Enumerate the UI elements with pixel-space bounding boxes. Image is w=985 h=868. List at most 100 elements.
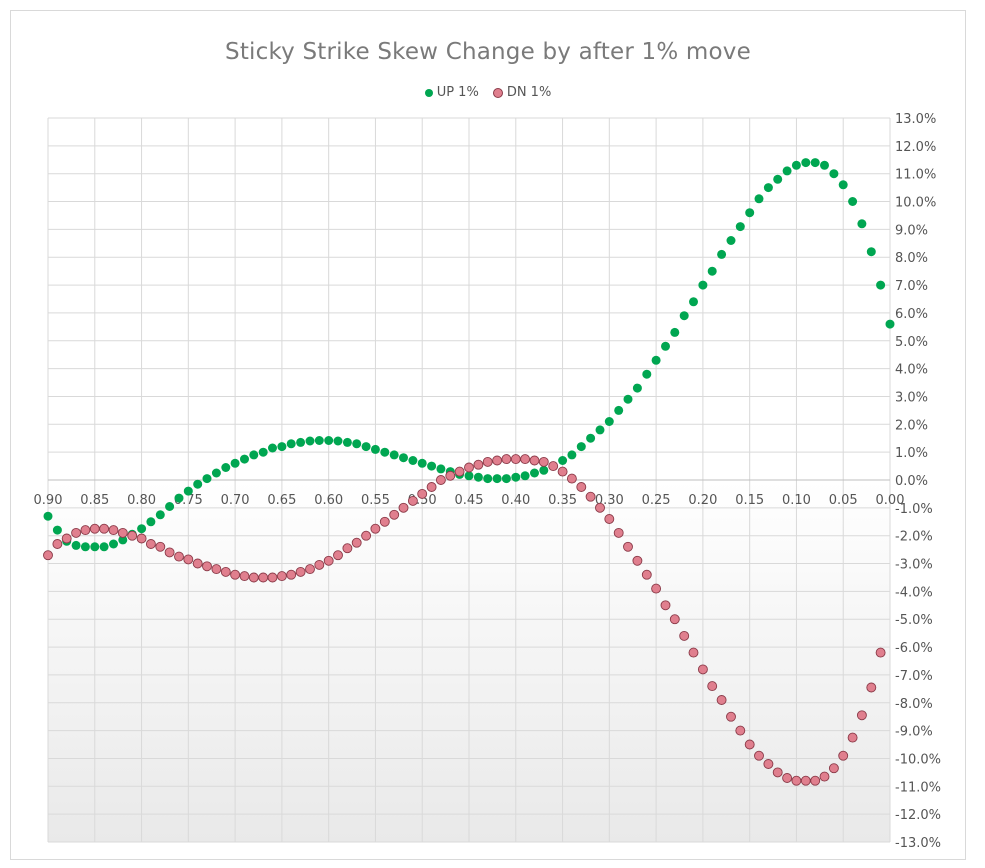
up-data-point — [436, 464, 446, 474]
up-data-point — [90, 542, 100, 552]
gridlines — [47, 117, 891, 843]
y-tick-label: 0.0% — [895, 474, 928, 489]
x-tick-label: 0.65 — [267, 493, 296, 508]
dn-data-point — [220, 566, 231, 577]
dn-data-point — [585, 491, 596, 502]
up-data-point — [380, 447, 390, 457]
x-tick-label: 0.15 — [735, 493, 764, 508]
dn-data-point — [819, 771, 830, 782]
y-tick-label: 1.0% — [895, 446, 928, 461]
up-data-point — [501, 474, 511, 484]
dn-data-point — [454, 466, 465, 477]
up-data-point — [782, 166, 792, 176]
y-tick-label: 8.0% — [895, 251, 928, 266]
up-data-point — [137, 524, 147, 534]
dn-data-point — [482, 456, 493, 467]
up-data-point — [726, 236, 736, 245]
up-data-point — [754, 194, 764, 204]
dn-data-point — [136, 533, 147, 544]
y-tick-label: 13.0% — [895, 112, 936, 127]
y-tick-label: 4.0% — [895, 363, 928, 378]
dn-data-point — [258, 572, 269, 583]
up-data-point — [146, 517, 156, 527]
dn-data-point — [688, 647, 699, 658]
dn-data-point — [174, 551, 184, 562]
up-data-point — [642, 369, 652, 379]
y-tick-label: -9.0% — [895, 725, 933, 740]
up-data-point — [773, 174, 783, 184]
dn-data-point — [828, 763, 839, 774]
dn-data-point — [43, 550, 53, 561]
dn-data-point — [61, 533, 72, 544]
dn-data-point — [735, 725, 746, 736]
dn-data-point — [202, 561, 212, 572]
y-tick-label: 2.0% — [895, 418, 928, 433]
y-tick-label: -2.0% — [895, 530, 933, 545]
y-tick-label: 11.0% — [895, 168, 936, 183]
dn-data-point — [89, 523, 100, 534]
up-data-point — [604, 417, 614, 426]
dn-data-point — [230, 569, 241, 580]
y-tick-label: -10.0% — [895, 752, 941, 767]
up-data-point — [567, 450, 577, 460]
up-data-point — [651, 355, 661, 365]
dn-data-point — [407, 495, 418, 506]
up-data-point — [399, 453, 408, 463]
x-tick-label: 0.40 — [501, 493, 530, 508]
up-data-point — [464, 471, 474, 481]
dn-data-point — [538, 456, 549, 467]
dn-data-point — [276, 571, 287, 582]
up-data-point — [670, 327, 680, 337]
dn-data-point — [342, 543, 353, 554]
dn-data-point — [875, 647, 886, 658]
x-tick-label: 0.60 — [314, 493, 343, 508]
dn-data-point — [763, 759, 774, 769]
dn-data-point — [810, 775, 821, 786]
dn-data-point — [800, 775, 811, 786]
dn-data-point — [548, 461, 559, 472]
y-tick-label: -5.0% — [895, 613, 933, 628]
dn-data-point — [80, 525, 91, 536]
legend-label-dn: DN 1% — [506, 85, 552, 100]
up-data-point — [417, 458, 427, 468]
up-data-point — [717, 249, 727, 259]
dn-data-point — [389, 509, 400, 520]
dn-data-point — [595, 502, 605, 513]
dn-data-point — [464, 462, 474, 473]
dn-data-point — [239, 571, 250, 582]
dn-data-point — [772, 767, 783, 778]
dn-data-point — [370, 523, 381, 534]
dn-data-point — [679, 630, 690, 641]
dn-data-point — [604, 514, 615, 524]
up-data-point — [595, 425, 605, 435]
dn-data-point — [838, 750, 849, 761]
y-tick-label: -6.0% — [895, 641, 933, 656]
up-data-point — [866, 247, 876, 257]
dn-data-point — [323, 555, 334, 566]
up-data-point — [370, 444, 380, 454]
axes: 0.90 0.85 0.80 0.75 0.70 0.65 0.60 0.55 0.50 0.45… — [34, 112, 941, 851]
dn-data-point — [651, 583, 662, 594]
y-tick-label: -3.0% — [895, 558, 933, 573]
x-tick-label: 0.85 — [80, 493, 109, 508]
series-up — [43, 158, 895, 552]
dn-data-point — [145, 539, 156, 549]
dn-data-point — [117, 527, 128, 538]
up-data-point — [408, 456, 418, 465]
up-data-point — [707, 266, 717, 276]
up-data-point — [277, 442, 287, 452]
up-data-point — [698, 280, 708, 290]
dn-data-point — [155, 541, 166, 552]
y-tick-label: 5.0% — [895, 335, 928, 350]
dn-data-point — [613, 527, 624, 538]
y-tick-label: -1.0% — [895, 502, 933, 517]
x-tick-label: 0.90 — [34, 493, 63, 508]
y-tick-label: -13.0% — [895, 836, 941, 851]
up-data-point — [286, 439, 296, 449]
up-data-point — [483, 474, 493, 484]
dn-data-point — [557, 466, 568, 477]
dn-data-point — [351, 537, 362, 548]
dn-data-point — [660, 600, 671, 611]
up-data-point — [52, 525, 62, 535]
